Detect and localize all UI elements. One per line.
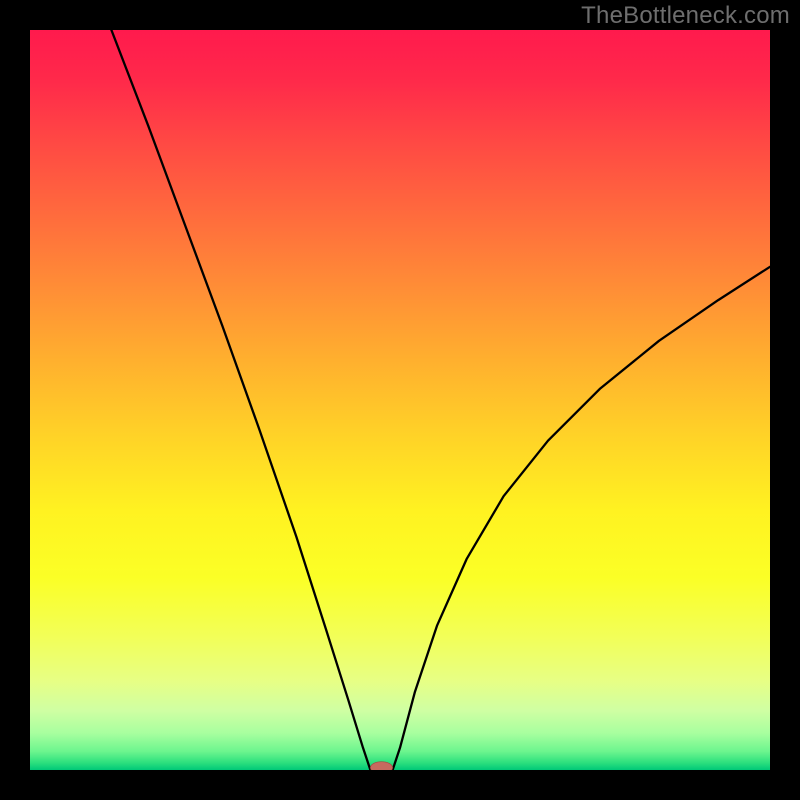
bottleneck-curve-chart (0, 0, 800, 800)
watermark-text: TheBottleneck.com (581, 2, 790, 30)
chart-container: TheBottleneck.com (0, 0, 800, 800)
plot-area (30, 30, 770, 774)
plot-background-gradient (30, 30, 770, 770)
